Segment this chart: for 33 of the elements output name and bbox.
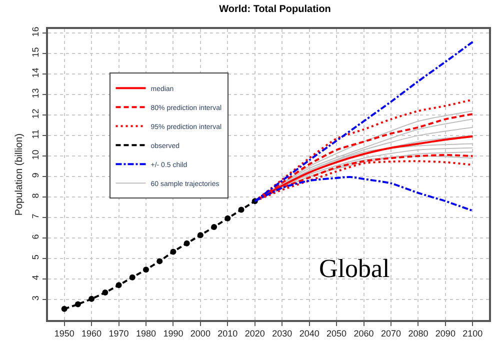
x-tick-label: 2070 (380, 328, 402, 339)
y-tick-label: 16 (30, 26, 41, 37)
y-tick-label: 9 (30, 172, 41, 178)
y-tick-label: 4 (30, 275, 41, 280)
y-tick-label: 6 (30, 234, 41, 240)
y-tick-label: 5 (30, 254, 41, 260)
x-tick-label: 2100 (462, 328, 483, 339)
x-tick-label: 1990 (163, 328, 184, 339)
chart-title: World: Total Population (219, 4, 331, 16)
x-tick-label: 2020 (244, 328, 265, 339)
y-tick-label: 15 (30, 47, 41, 58)
y-tick-label: 11 (30, 130, 41, 139)
x-tick-label: 2050 (326, 328, 347, 339)
x-tick-label: 2080 (408, 328, 428, 339)
x-tick-label: 2010 (218, 328, 238, 339)
y-tick-label: 8 (30, 193, 41, 198)
y-tick-label: 7 (30, 214, 41, 219)
y-axis-title: Population (billion) (14, 133, 26, 216)
x-tick-label: 2090 (435, 328, 456, 339)
x-tick-label: 1950 (54, 328, 74, 339)
y-tick-label: 10 (30, 150, 41, 160)
x-tick-label: 1980 (136, 328, 156, 339)
x-tick-label: 2040 (299, 328, 320, 339)
y-tick-label: 14 (30, 68, 41, 78)
annotation: Global (319, 254, 390, 283)
x-tick-label: 2000 (190, 328, 210, 339)
x-tick-label: 2060 (354, 328, 374, 339)
y-tick-label: 3 (30, 296, 41, 301)
y-tick-label: 13 (30, 88, 41, 98)
x-tick-label: 1960 (82, 328, 102, 339)
y-tick-label: 12 (30, 108, 41, 119)
x-tick-label: 2030 (272, 328, 292, 339)
x-tick-label: 1970 (108, 328, 129, 339)
